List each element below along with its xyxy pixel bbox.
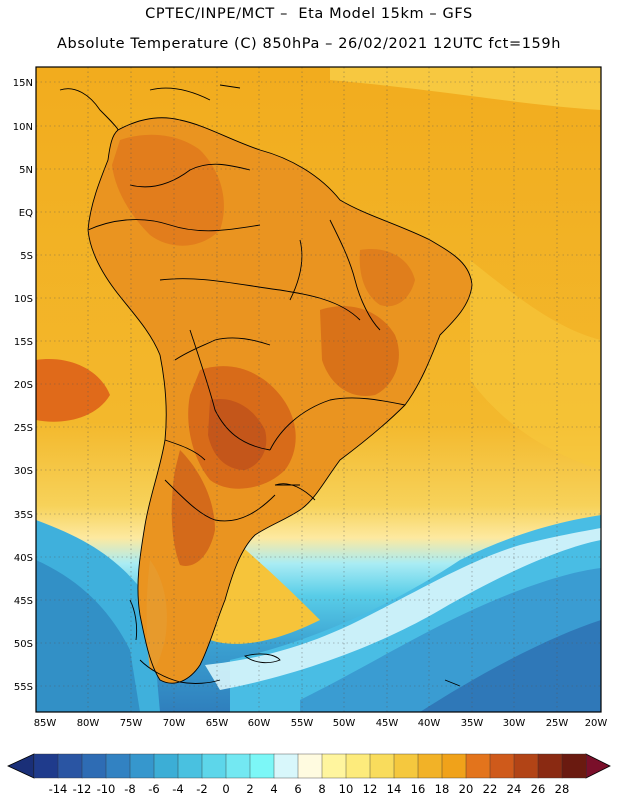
- lat-label: 55S: [14, 682, 33, 693]
- colorbar-label: -2: [196, 782, 207, 796]
- lon-label: 35W: [461, 718, 484, 729]
- colorbar-swatch: [393, 753, 419, 779]
- lat-label: 25S: [14, 423, 33, 434]
- colorbar-swatch: [513, 753, 539, 779]
- colorbar-swatch: [465, 753, 491, 779]
- longitude-labels: 85W 80W 75W 70W 65W 60W 55W 50W 45W 40W …: [34, 718, 608, 729]
- colorbar-swatch: [105, 753, 131, 779]
- colorbar-label: 4: [270, 782, 277, 796]
- colorbar-label: -6: [148, 782, 159, 796]
- lat-label: 50S: [14, 639, 33, 650]
- colorbar-label: 0: [222, 782, 229, 796]
- title-line-2: Absolute Temperature (C) 850hPa – 26/02/…: [57, 36, 561, 52]
- lon-label: 75W: [120, 718, 143, 729]
- colorbar-label: 20: [459, 782, 474, 796]
- colorbar-swatch: [441, 753, 467, 779]
- colorbar-swatch: [57, 753, 83, 779]
- colorbar-label: -10: [97, 782, 116, 796]
- lat-label: 10N: [13, 122, 33, 133]
- lon-label: 25W: [546, 718, 569, 729]
- colorbar-swatch: [369, 753, 395, 779]
- colorbar-swatch: [297, 753, 323, 779]
- colorbar-swatch: [201, 753, 227, 779]
- colorbar-label: 6: [294, 782, 301, 796]
- latitude-labels: 15N 10N 5N EQ 5S 10S 15S 20S 25S 30S 35S…: [13, 78, 33, 693]
- lon-label: 20W: [585, 718, 608, 729]
- colorbar-swatch: [561, 753, 587, 779]
- colorbar-swatch: [417, 753, 443, 779]
- lon-label: 70W: [163, 718, 186, 729]
- colorbar-swatch: [81, 753, 107, 779]
- lat-label: 5S: [20, 251, 33, 262]
- colorbar-label: 28: [555, 782, 570, 796]
- colorbar-swatches: [33, 753, 587, 779]
- colorbar: -14 -12 -10 -8 -6 -4 -2 0 2 4 6 8 10 12 …: [7, 753, 611, 796]
- colorbar-swatch: [129, 753, 155, 779]
- colorbar-label: 2: [246, 782, 253, 796]
- coastlines-and-borders: [59, 84, 473, 687]
- lon-label: 65W: [206, 718, 229, 729]
- colorbar-labels: -14 -12 -10 -8 -6 -4 -2 0 2 4 6 8 10 12 …: [49, 782, 570, 796]
- lat-label: 20S: [14, 380, 33, 391]
- lat-label: 40S: [14, 553, 33, 564]
- lat-label: 35S: [14, 510, 33, 521]
- lat-label: 45S: [14, 596, 33, 607]
- colorbar-label: 12: [363, 782, 378, 796]
- colorbar-label: 22: [483, 782, 498, 796]
- title-line-1: CPTEC/INPE/MCT – Eta Model 15km – GFS: [145, 6, 473, 22]
- lat-label: 15N: [13, 78, 33, 89]
- lon-label: 30W: [503, 718, 526, 729]
- map-frame: [35, 66, 602, 713]
- lat-label: 15S: [14, 337, 33, 348]
- colorbar-label: -4: [172, 782, 183, 796]
- colorbar-swatch: [537, 753, 563, 779]
- colorbar-swatch: [489, 753, 515, 779]
- colorbar-swatch: [177, 753, 203, 779]
- colorbar-max-arrow: [585, 753, 611, 779]
- lat-label: 30S: [14, 466, 33, 477]
- colorbar-swatch: [321, 753, 347, 779]
- colorbar-label: 16: [411, 782, 426, 796]
- colorbar-swatch: [273, 753, 299, 779]
- colorbar-label: -12: [73, 782, 92, 796]
- lon-label: 60W: [248, 718, 271, 729]
- lon-label: 80W: [77, 718, 100, 729]
- lon-label: 45W: [376, 718, 399, 729]
- colorbar-label: 10: [339, 782, 354, 796]
- colorbar-label: 18: [435, 782, 450, 796]
- lon-label: 50W: [333, 718, 356, 729]
- colorbar-label: -14: [49, 782, 68, 796]
- colorbar-swatch: [153, 753, 179, 779]
- colorbar-swatch: [225, 753, 251, 779]
- lon-label: 85W: [34, 718, 57, 729]
- colorbar-swatch: [345, 753, 371, 779]
- lat-label: 10S: [14, 294, 33, 305]
- colorbar-label: 24: [507, 782, 522, 796]
- lat-label: 5N: [19, 165, 33, 176]
- colorbar-swatch: [249, 753, 275, 779]
- south-america-landmass: [88, 117, 472, 684]
- colorbar-label: 26: [531, 782, 546, 796]
- colorbar-min-arrow: [7, 753, 35, 779]
- colorbar-label: -8: [124, 782, 135, 796]
- colorbar-swatch: [33, 753, 59, 779]
- lat-label: EQ: [19, 208, 33, 219]
- colorbar-label: 14: [387, 782, 402, 796]
- lon-label: 55W: [291, 718, 314, 729]
- colorbar-label: 8: [318, 782, 325, 796]
- lon-label: 40W: [418, 718, 441, 729]
